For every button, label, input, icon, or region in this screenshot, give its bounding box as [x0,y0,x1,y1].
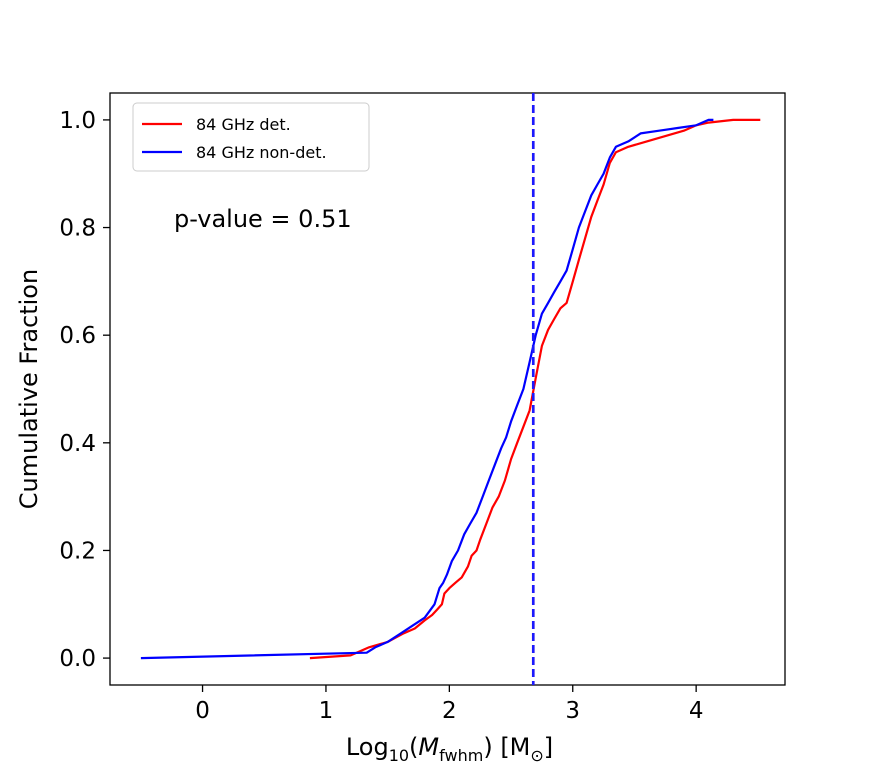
x-tick-label: 2 [442,698,457,724]
series-group [140,93,761,685]
legend-label: 84 GHz det. [196,115,291,134]
legend: 84 GHz det. 84 GHz non-det. [132,102,370,172]
x-tick-label: 4 [689,698,704,724]
series-line-det [309,118,761,660]
x-tick-label: 0 [195,698,210,724]
x-tick-label: 3 [565,698,580,724]
ticks-group: 0 1 2 3 4 0.0 0.2 0.4 0.6 0.8 1.0 [59,108,703,724]
y-tick-label: 0.0 [59,646,96,672]
axes-frame [109,92,786,686]
x-axis-label: Log10(Mfwhm) [M⊙] [346,733,553,765]
y-tick-label: 1.0 [59,108,96,134]
legend-label: 84 GHz non-det. [196,143,327,162]
legend-box [132,102,370,172]
p-value-annotation: p-value = 0.51 [174,205,352,233]
y-tick-label: 0.2 [59,538,96,564]
y-tick-label: 0.8 [59,216,96,242]
y-tick-label: 0.4 [59,431,96,457]
x-tick-label: 1 [319,698,334,724]
series-line-non-det [140,118,714,660]
y-axis-label: Cumulative Fraction [15,269,43,509]
y-tick-label: 0.6 [59,323,96,349]
axes-group [109,92,786,686]
